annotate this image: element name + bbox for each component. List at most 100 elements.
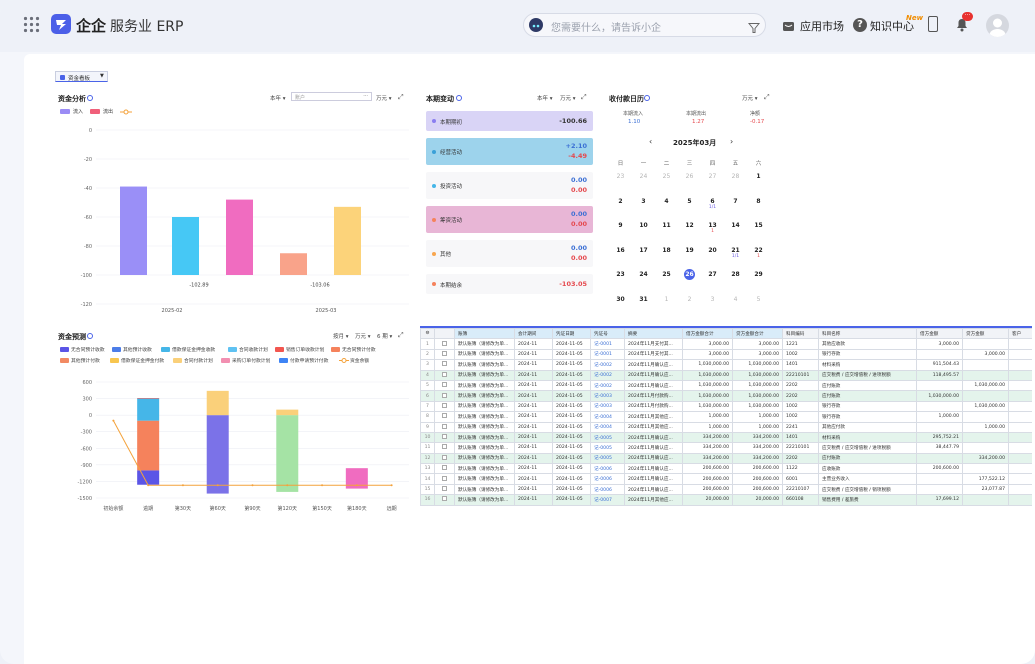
expand-icon[interactable]: ⤢ — [398, 93, 404, 101]
table-cell[interactable]: 记-0006 — [590, 483, 625, 496]
calendar-day[interactable]: 19 — [678, 244, 701, 269]
refresh-icon[interactable] — [87, 333, 93, 339]
row-checkbox[interactable] — [434, 369, 455, 381]
knowledge-center-link[interactable]: 知识中心 — [870, 20, 914, 33]
calendar-day[interactable]: 18 — [655, 244, 678, 269]
filter-icon[interactable] — [747, 19, 761, 33]
calendar-day[interactable]: 31 — [632, 293, 655, 318]
refresh-icon[interactable] — [456, 95, 462, 101]
calendar-day[interactable]: 3 — [632, 195, 655, 220]
calendar-day[interactable]: 10 — [632, 219, 655, 244]
row-checkbox[interactable] — [434, 463, 455, 475]
calendar-day[interactable]: 12 — [678, 219, 701, 244]
calendar-day[interactable]: 17 — [632, 244, 655, 269]
table-row[interactable]: 5 默认账簿（请修改为单... 2024-11 2024-11-05 记-0002 202… — [420, 379, 1032, 392]
row-checkbox[interactable] — [434, 348, 455, 361]
column-header[interactable]: 账簿 — [454, 328, 515, 340]
calendar-day[interactable]: 27 — [701, 268, 724, 293]
expand-icon[interactable]: ⤢ — [764, 93, 770, 101]
table-row[interactable]: 12 默认账簿（请修改为单... 2024-11 2024-11-05 记-0005 20… — [420, 452, 1032, 465]
calendar-day[interactable]: 3 — [701, 293, 724, 318]
table-row[interactable]: 6 默认账簿（请修改为单... 2024-11 2024-11-05 记-0003 202… — [420, 390, 1032, 402]
row-checkbox[interactable] — [434, 390, 455, 402]
table-row[interactable]: 1 默认账簿（请修改为单... 2024-11 2024-11-05 记-0001 202… — [420, 338, 1032, 350]
calendar-day[interactable]: 21 1/1 — [724, 244, 747, 269]
table-cell[interactable]: 记-0003 — [590, 400, 625, 413]
capital-period-select[interactable]: 本年 ▾ — [270, 96, 286, 102]
flow-item[interactable]: 投资活动 0.00 0.00 — [426, 172, 593, 199]
row-checkbox[interactable] — [434, 400, 455, 413]
calendar-day[interactable]: 8 — [747, 195, 770, 220]
user-avatar[interactable] — [986, 14, 1009, 37]
calendar-day[interactable]: 24 — [632, 268, 655, 293]
row-checkbox[interactable] — [434, 483, 455, 496]
flow-item[interactable]: 其他 0.00 0.00 — [426, 240, 593, 267]
refresh-icon[interactable] — [87, 95, 93, 101]
calendar-day[interactable]: 13 1 — [701, 219, 724, 244]
table-row[interactable]: 14 默认账簿（请修改为单... 2024-11 2024-11-05 记-0006 20… — [420, 473, 1032, 485]
bell-icon[interactable] — [955, 17, 969, 32]
column-header[interactable]: 科目名称 — [818, 328, 917, 340]
table-cell[interactable]: 记-0003 — [590, 390, 625, 402]
table-cell[interactable]: 记-0001 — [590, 348, 625, 361]
column-header[interactable]: 贷方金额合计 — [732, 328, 783, 340]
row-checkbox[interactable] — [434, 421, 455, 433]
calendar-day[interactable]: 22 1 — [747, 244, 770, 269]
expand-icon[interactable]: ⤢ — [581, 93, 587, 101]
table-row[interactable]: 4 默认账簿（请修改为单... 2024-11 2024-11-05 记-0002 202… — [420, 369, 1032, 381]
calendar-day[interactable]: 27 — [701, 170, 724, 195]
calendar-day[interactable]: 29 — [747, 268, 770, 293]
row-checkbox[interactable] — [434, 431, 455, 444]
row-checkbox[interactable] — [434, 494, 455, 506]
account-select[interactable]: 账户 ··· — [291, 92, 372, 101]
calendar-day[interactable]: 1 — [655, 293, 678, 318]
calendar-day[interactable]: 28 — [724, 170, 747, 195]
calendar-day[interactable]: 14 — [724, 219, 747, 244]
column-header[interactable]: 贷方金额 — [962, 328, 1009, 340]
row-checkbox[interactable] — [434, 338, 455, 350]
expand-icon[interactable]: ⤢ — [398, 331, 404, 339]
table-cell[interactable]: 记-0005 — [590, 452, 625, 465]
table-cell[interactable]: 记-0002 — [590, 359, 625, 371]
help-icon[interactable]: ? — [853, 18, 867, 32]
column-header[interactable]: 凭证日期 — [552, 328, 591, 340]
table-cell[interactable]: 记-0007 — [590, 494, 625, 506]
column-header[interactable]: 凭证号 — [590, 328, 625, 340]
calendar-day[interactable]: 2 — [609, 195, 632, 220]
calendar-day[interactable]: 24 — [632, 170, 655, 195]
table-cell[interactable]: 记-0004 — [590, 411, 625, 423]
table-cell[interactable]: 记-0006 — [590, 473, 625, 485]
row-checkbox[interactable] — [434, 379, 455, 392]
column-header[interactable] — [434, 328, 455, 340]
calendar-day[interactable]: 25 — [655, 170, 678, 195]
forecast-unit-select[interactable]: 万元 ▾ — [355, 334, 371, 340]
calendar-day[interactable]: 4 — [655, 195, 678, 220]
search-input[interactable]: 您需要什么，请告诉小企 — [551, 23, 661, 34]
calendar-day[interactable]: 20 — [701, 244, 724, 269]
calendar-day[interactable]: 30 — [609, 293, 632, 318]
table-cell[interactable]: 记-0005 — [590, 431, 625, 444]
calendar-day[interactable]: 6 1/1 — [701, 195, 724, 220]
row-checkbox[interactable] — [434, 473, 455, 485]
flow-period-select[interactable]: 本年 ▾ — [537, 96, 553, 102]
calendar-day[interactable]: 11 — [655, 219, 678, 244]
calendar-day[interactable]: 15 — [747, 219, 770, 244]
table-cell[interactable]: 记-0004 — [590, 421, 625, 433]
calendar-day[interactable]: 2 — [678, 293, 701, 318]
column-header[interactable]: 借方金额合计 — [682, 328, 733, 340]
calendar-day[interactable]: 26 — [678, 268, 701, 293]
app-market-link[interactable]: 应用市场 — [800, 20, 844, 33]
mobile-icon[interactable] — [928, 16, 938, 32]
row-checkbox[interactable] — [434, 359, 455, 371]
forecast-period-select[interactable]: 按月 ▾ — [333, 334, 349, 340]
table-row[interactable]: 8 默认账簿（请修改为单... 2024-11 2024-11-05 记-0004 202… — [420, 411, 1032, 423]
calendar-day[interactable]: 4 — [724, 293, 747, 318]
table-row[interactable]: 16 默认账簿（请修改为单... 2024-11 2024-11-05 记-0007 20… — [420, 494, 1032, 506]
flow-item[interactable]: 经营活动 +2.10 -4.49 — [426, 138, 593, 165]
calendar-day[interactable]: 7 — [724, 195, 747, 220]
column-header[interactable]: 科目编码 — [782, 328, 819, 340]
table-row[interactable]: 9 默认账簿（请修改为单... 2024-11 2024-11-05 记-0004 202… — [420, 421, 1032, 433]
calendar-day[interactable]: 9 — [609, 219, 632, 244]
next-month-button[interactable]: › — [730, 137, 734, 146]
app-market-icon[interactable] — [782, 18, 795, 31]
